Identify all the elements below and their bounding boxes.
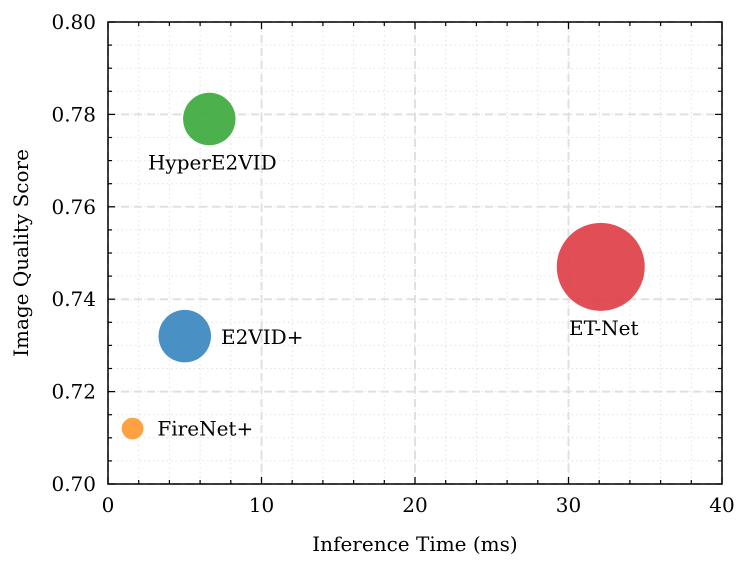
point-hypere2vid — [183, 92, 236, 146]
y-tick-label: 0.80 — [51, 10, 96, 34]
point-label-hypere2vid: HyperE2VID — [148, 150, 277, 174]
data-points: HyperE2VID E2VID+ FireNet+ ET-Net — [121, 92, 645, 441]
point-e2vid — [158, 309, 211, 363]
point-label-firenet: FireNet+ — [157, 417, 253, 441]
y-tick-label: 0.74 — [51, 287, 96, 311]
y-axis-label: Image Quality Score — [9, 149, 33, 357]
x-tick-label: 20 — [402, 493, 427, 517]
x-tick-label: 0 — [102, 493, 115, 517]
ticks — [107, 21, 723, 485]
x-tick-label: 10 — [249, 493, 274, 517]
y-tick-label: 0.72 — [51, 380, 96, 404]
point-et-net — [556, 222, 645, 311]
y-tick-label: 0.70 — [51, 472, 96, 496]
axis-tick-labels: 0 10 20 30 40 0.70 0.72 0.74 0.76 0.78 0.80 — [51, 10, 734, 517]
y-tick-label: 0.76 — [51, 195, 96, 219]
point-label-e2vid: E2VID+ — [221, 325, 303, 349]
x-tick-label: 30 — [556, 493, 581, 517]
y-tick-label: 0.78 — [51, 102, 96, 126]
x-axis-label: Inference Time (ms) — [312, 532, 517, 556]
point-firenet — [121, 417, 144, 440]
point-label-et-net: ET-Net — [569, 316, 639, 340]
x-tick-label: 40 — [709, 493, 734, 517]
